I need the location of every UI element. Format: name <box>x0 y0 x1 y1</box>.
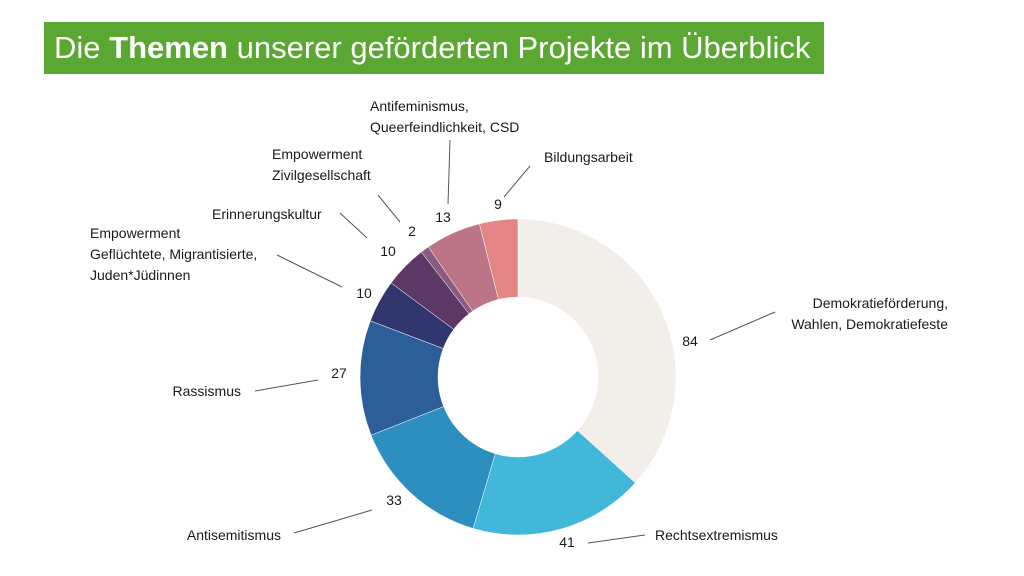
donut-slice-9 <box>479 218 519 300</box>
title-banner: Die Themen unserer geförderten Projekte … <box>44 22 825 74</box>
slice-value-8: 13 <box>435 209 451 225</box>
slice-label-2: Rechtsextremismus <box>655 527 778 543</box>
slice-value-9: 9 <box>494 196 502 212</box>
slice-value-5: 10 <box>356 285 372 301</box>
title-prefix: Die <box>54 30 110 65</box>
slice-label-5: Empowerment Geflüchtete, Migrantisierte, J… <box>90 225 257 283</box>
slice-label-1: Demokratieförderung, Wahlen, Demokratiefe… <box>791 295 948 332</box>
title-bold: Themen <box>109 30 228 65</box>
slice-value-7: 2 <box>408 223 416 239</box>
leader-line-4 <box>254 379 319 392</box>
leader-line-9 <box>503 165 531 198</box>
slice-value-1: 84 <box>682 333 698 349</box>
leader-line-3 <box>293 509 373 534</box>
slice-label-8: Antifeminismus, Queerfeindlichkeit, CSD <box>370 98 519 135</box>
leader-line-1 <box>709 311 776 341</box>
title-suffix: unserer geförderten Projekte im Überblic… <box>228 30 811 65</box>
chart-title: Die Themen unserer geförderten Projekte … <box>54 30 810 66</box>
slice-label-4: Rassismus <box>173 383 241 399</box>
leader-line-2 <box>587 534 646 544</box>
slice-value-4: 27 <box>331 365 347 381</box>
slice-value-6: 10 <box>380 243 396 259</box>
slice-label-3: Antisemitismus <box>187 527 281 543</box>
slice-value-3: 33 <box>386 492 402 508</box>
slice-label-6: Erinnerungskultur <box>212 206 322 222</box>
slice-value-2: 41 <box>559 534 575 550</box>
leader-line-5 <box>276 254 343 288</box>
donut-slice-1 <box>517 218 677 484</box>
leader-line-6 <box>339 212 368 239</box>
leader-line-7 <box>377 194 401 223</box>
slice-label-9: Bildungsarbeit <box>544 149 633 165</box>
leader-line-8 <box>447 139 451 205</box>
slice-label-7: Empowerment Zivilgesellschaft <box>272 146 371 183</box>
